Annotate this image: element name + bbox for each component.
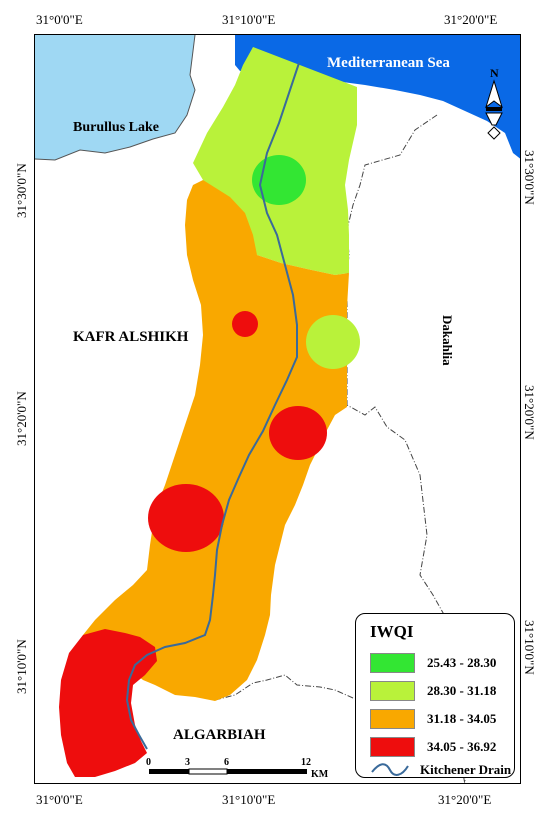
zone-28-31-circle — [306, 315, 360, 369]
coord-top-2: 31°10'0"E — [222, 12, 276, 27]
coord-top-1: 31°0'0"E — [36, 12, 83, 27]
zone-34-36-circle-1 — [232, 311, 258, 337]
sea-label: Mediterranean Sea — [327, 55, 450, 71]
legend-drain-label: Kitchener Drain — [420, 762, 512, 777]
coord-left-3: 31°10'0"N — [14, 639, 29, 694]
legend-label-3: 31.18 - 34.05 — [427, 711, 497, 726]
algarbiah-label: ALGARBIAH — [173, 727, 266, 743]
map-canvas: Mediterranean Sea Burullus Lake KAFR ALS… — [35, 35, 520, 783]
kafr-label: KAFR ALSHIKH — [73, 329, 189, 345]
scale-tick-0: 0 — [146, 757, 151, 768]
legend-label-2: 28.30 - 31.18 — [427, 683, 497, 698]
scale-tick-6: 6 — [224, 757, 229, 768]
mediterranean-sea — [235, 35, 520, 159]
legend-swatch-3 — [370, 709, 415, 729]
algarbiah-boundary — [214, 674, 466, 783]
scale-bar: 0 3 6 12 KM — [146, 757, 329, 780]
scale-unit: KM — [311, 769, 329, 780]
coord-left-1: 31°30'0"N — [14, 163, 29, 218]
coord-bottom-2: 31°10'0"E — [222, 792, 276, 807]
coord-top-3: 31°20'0"E — [444, 12, 498, 27]
coord-bottom-3: 31°20'0"E — [438, 792, 492, 807]
coord-left-2: 31°20'0"N — [14, 391, 29, 446]
legend-swatch-2 — [370, 681, 415, 701]
coord-right-3: 31°10'0"N — [522, 620, 537, 675]
kitchener-drain — [125, 62, 300, 750]
zone-34-36-circle-3 — [148, 484, 224, 552]
lake-label: Burullus Lake — [73, 120, 159, 135]
scale-tick-12: 12 — [301, 757, 311, 768]
dakahlia-boundary — [346, 114, 466, 783]
north-arrow-label: N — [490, 66, 499, 80]
coord-right-1: 31°30'0"N — [522, 150, 537, 205]
zone-31-34 — [83, 180, 349, 701]
scale-tick-3: 3 — [185, 757, 190, 768]
north-arrow: N — [485, 66, 503, 140]
zone-34-36-circle-2 — [269, 406, 327, 460]
legend-title: IWQI — [370, 622, 414, 641]
drain-line-icon — [371, 763, 409, 776]
zone-34-36-southwest — [59, 629, 157, 777]
burullus-lake — [35, 35, 195, 160]
legend-label-4: 34.05 - 36.92 — [427, 739, 497, 754]
legend: IWQI 25.43 - 28.30 28.30 - 31.18 31.18 -… — [355, 613, 515, 778]
legend-swatch-1 — [370, 653, 415, 673]
legend-row-drain: Kitchener Drain — [370, 760, 512, 780]
dakahlia-label: Dakahlia — [440, 315, 455, 366]
map-frame: Mediterranean Sea Burullus Lake KAFR ALS… — [34, 34, 521, 784]
legend-label-1: 25.43 - 28.30 — [427, 655, 497, 670]
lake-outline — [35, 35, 196, 161]
legend-swatch-4 — [370, 737, 415, 757]
coord-bottom-1: 31°0'0"E — [36, 792, 83, 807]
coord-right-2: 31°20'0"N — [522, 385, 537, 440]
zone-25-28-circle — [252, 155, 306, 205]
